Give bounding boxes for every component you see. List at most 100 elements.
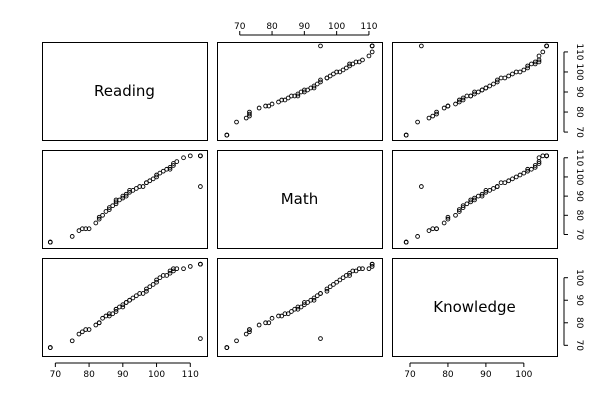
data-point [532, 61, 538, 67]
data-point [289, 93, 294, 99]
data-point [360, 57, 365, 63]
data-point [247, 111, 252, 117]
data-point [100, 315, 105, 321]
data-point [517, 172, 523, 178]
panel-frame [42, 150, 208, 249]
data-point [460, 205, 466, 210]
data-point [366, 266, 372, 272]
data-point [76, 331, 82, 337]
data-point [266, 320, 272, 326]
data-point [276, 99, 281, 105]
data-point [301, 87, 307, 93]
data-point [415, 119, 420, 125]
data-point [144, 286, 149, 292]
tick-label-math: 70 [574, 229, 584, 241]
data-point [525, 168, 530, 174]
data-point [544, 153, 549, 159]
data-point [366, 53, 372, 59]
data-point [171, 268, 176, 274]
data-point [340, 275, 346, 281]
data-point [113, 309, 119, 314]
data-point [198, 153, 203, 159]
data-point [479, 87, 485, 93]
data-point [498, 75, 504, 81]
data-point [269, 101, 275, 107]
data-point [472, 91, 477, 97]
tick-label-math: 80 [266, 22, 278, 32]
data-point [144, 288, 149, 294]
data-point [140, 184, 146, 189]
tick-label-reading: 70 [574, 126, 584, 138]
data-point [120, 302, 126, 308]
data-point [483, 189, 489, 195]
tick-label-knowledge: 70 [404, 370, 416, 380]
data-point [292, 93, 298, 99]
data-point [521, 170, 527, 176]
panel-frame [217, 258, 383, 357]
data-point [460, 95, 466, 101]
data-point [130, 188, 136, 193]
data-point [513, 69, 519, 75]
data-point [369, 49, 375, 55]
data-point [311, 85, 317, 91]
data-point [96, 320, 102, 326]
data-point [198, 336, 203, 341]
tick-label-math: 100 [328, 22, 345, 32]
data-point [282, 311, 288, 317]
data-point [529, 61, 534, 67]
data-point [247, 327, 252, 332]
data-point [430, 226, 436, 232]
data-point [117, 197, 122, 203]
data-point [506, 73, 511, 79]
data-point [311, 295, 317, 301]
data-point [147, 178, 153, 184]
data-point [314, 293, 320, 299]
data-point [356, 59, 362, 65]
data-point [456, 207, 462, 212]
data-point [269, 315, 275, 321]
data-point [331, 71, 336, 77]
data-point [224, 345, 230, 350]
data-point [93, 322, 99, 328]
data-point [308, 297, 314, 303]
data-point [285, 95, 291, 101]
data-point [69, 234, 75, 239]
tick-label-math: 90 [574, 190, 584, 202]
tick-label-math: 110 [574, 149, 584, 166]
data-point [295, 91, 301, 97]
data-point [120, 195, 126, 201]
data-point [479, 193, 485, 199]
data-point [475, 193, 481, 199]
data-point [491, 186, 496, 191]
panel-frame [392, 42, 558, 141]
data-point [510, 176, 515, 182]
data-point [426, 228, 432, 233]
data-point [479, 191, 485, 197]
data-point [445, 214, 451, 220]
data-point [106, 313, 112, 319]
data-point [154, 279, 159, 285]
data-point [106, 207, 112, 212]
data-point [100, 212, 105, 218]
data-point [318, 79, 323, 85]
data-point [181, 155, 186, 161]
data-point [301, 89, 307, 95]
panel-frame [42, 42, 208, 141]
data-point [167, 166, 173, 172]
panel-reading-vs-math [217, 42, 383, 141]
panel-frame [42, 258, 208, 357]
data-point [298, 304, 304, 310]
data-point [174, 266, 180, 272]
data-point [441, 220, 447, 226]
data-point [340, 67, 346, 73]
data-point [324, 75, 330, 81]
data-point [468, 199, 474, 205]
data-point [403, 132, 409, 138]
data-point [494, 79, 500, 85]
data-point [327, 284, 333, 290]
data-point [110, 311, 116, 317]
data-point [502, 180, 508, 186]
panel-knowledge-vs-reading [42, 258, 208, 357]
data-point [263, 320, 268, 326]
data-point [456, 99, 462, 105]
